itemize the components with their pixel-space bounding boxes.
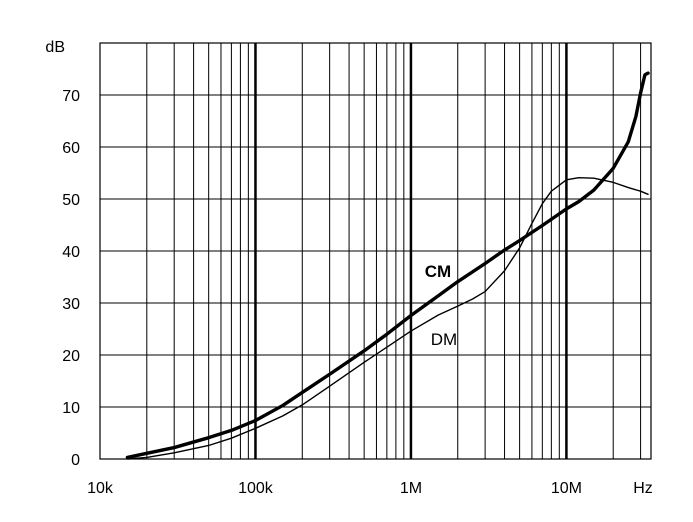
y-tick-labels: 0 10 20 30 40 50 60 70 <box>62 88 80 469</box>
y-unit-label: dB <box>45 39 65 56</box>
series-lines <box>125 71 650 460</box>
x-unit-label: Hz <box>633 480 653 497</box>
x-tick-label: 100k <box>238 480 274 497</box>
y-tick-label: 20 <box>62 348 80 365</box>
y-tick-label: 60 <box>62 140 80 157</box>
series-label-cm: CM <box>425 262 451 281</box>
y-tick-label: 10 <box>62 400 80 417</box>
x-tick-label: 1M <box>400 480 422 497</box>
y-tick-label: 50 <box>62 192 80 209</box>
y-tick-label: 70 <box>62 88 80 105</box>
y-tick-label: 0 <box>71 452 80 469</box>
y-tick-label: 30 <box>62 296 80 313</box>
grid-lines <box>100 43 651 459</box>
series-label-dm: DM <box>431 330 457 349</box>
x-tick-label: 10M <box>551 480 582 497</box>
x-tick-labels: 10k 100k 1M 10M <box>87 480 582 497</box>
y-tick-label: 40 <box>62 244 80 261</box>
series-line-cm <box>125 71 650 460</box>
x-tick-label: 10k <box>87 480 114 497</box>
series-line-dm <box>126 176 649 460</box>
plot-frame <box>99 42 652 460</box>
